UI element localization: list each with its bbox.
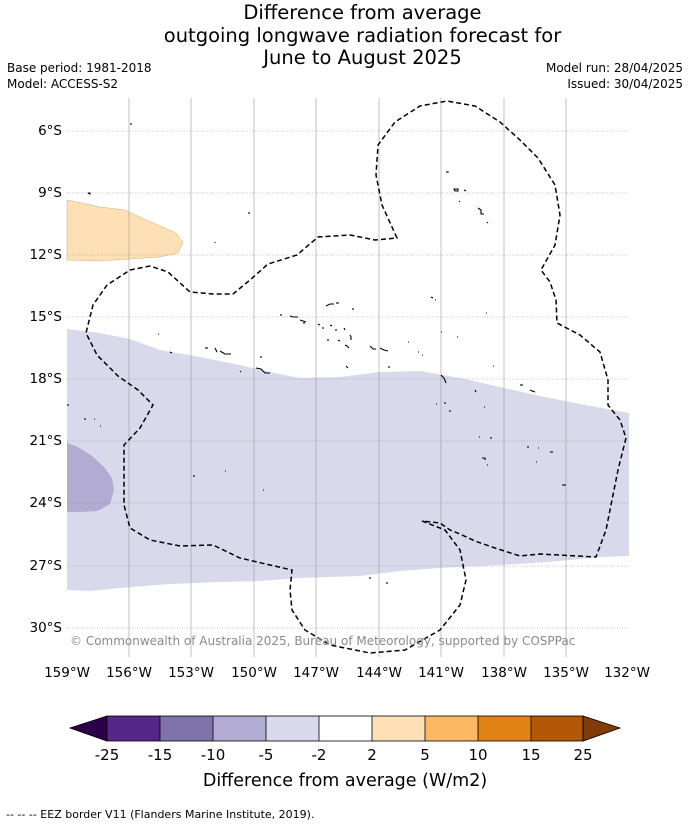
- colorbar-tick-4: -5: [258, 746, 274, 764]
- colorbar-bin-2: [160, 716, 213, 741]
- lon-label-153w: 153°W: [168, 665, 214, 681]
- colorbar-tick-2: -15: [147, 746, 173, 764]
- title-line-2: outgoing longwave radiation forecast for: [163, 23, 562, 47]
- colorbar-below-arrow: [68, 715, 108, 742]
- colorbar-bin-1: [107, 716, 160, 741]
- eez-border: [85, 100, 627, 654]
- colorbar-bin-7: [425, 716, 478, 741]
- weak-negative-anomaly: [67, 329, 629, 591]
- colorbar-tick-3: -10: [200, 746, 226, 764]
- colorbar-tick-5: -2: [311, 746, 327, 764]
- lon-label-147w: 147°W: [293, 665, 339, 681]
- model-name: Model: ACCESS-S2: [7, 77, 119, 91]
- lon-label-159w: 159°W: [44, 665, 90, 681]
- lon-label-135w: 135°W: [543, 665, 589, 681]
- colorbar-bin-8: [478, 716, 531, 741]
- lon-label-144w: 144°W: [356, 665, 402, 681]
- lat-label-12s: 12°S: [29, 247, 63, 263]
- title-line-3: June to August 2025: [263, 46, 462, 69]
- lon-label-138w: 138°W: [481, 665, 527, 681]
- eez-legend-footnote: -- -- -- EEZ border V11 (Flanders Marine…: [6, 808, 315, 821]
- colorbar-bin-3: [213, 716, 266, 741]
- lon-label-150w: 150°W: [231, 665, 277, 681]
- moderate-negative-anomaly: [67, 443, 114, 512]
- map-title: Difference from average outgoing longwav…: [0, 1, 690, 70]
- colorbar-bin-4: [266, 716, 319, 741]
- colorbar-bin-5: [319, 716, 372, 741]
- lat-label-6s: 6°S: [38, 123, 62, 139]
- colorbar-tick-10: 25: [573, 746, 593, 764]
- colorbar-tick-1: -25: [94, 746, 120, 764]
- colorbar-frame: [106, 715, 584, 742]
- meta-left: Base period: 1981-2018 Model: ACCESS-S2: [7, 60, 152, 92]
- lon-label-156w: 156°W: [106, 665, 152, 681]
- colorbar: [68, 715, 622, 742]
- meta-right: Model run: 28/04/2025 Issued: 30/04/2025: [546, 60, 683, 92]
- colorbar-dividers: [159, 716, 532, 741]
- colorbar-bin-6: [372, 716, 425, 741]
- lat-label-15s: 15°S: [29, 309, 63, 325]
- title-line-1: Difference from average: [243, 1, 482, 24]
- copyright-notice: © Commonwealth of Australia 2025, Bureau…: [70, 634, 576, 648]
- lat-label-18s: 18°S: [29, 371, 63, 387]
- weak-positive-anomaly: [66, 199, 184, 262]
- map-panel: [66, 98, 629, 657]
- colorbar-title: Difference from average (W/m2): [202, 771, 488, 791]
- colorbar-tick-7: 5: [420, 746, 430, 764]
- colorbar-tick-9: 15: [521, 746, 541, 764]
- colorbar-tick-6: 2: [367, 746, 377, 764]
- islands: [67, 123, 566, 584]
- colorbar-bin-9: [531, 716, 583, 741]
- base-period: Base period: 1981-2018: [7, 61, 152, 75]
- lat-label-30s: 30°S: [29, 620, 63, 636]
- issued-date: Issued: 30/04/2025: [567, 77, 683, 91]
- lat-label-24s: 24°S: [29, 495, 63, 511]
- colorbar-tick-8: 10: [468, 746, 488, 764]
- model-run: Model run: 28/04/2025: [545, 61, 683, 75]
- lat-label-21s: 21°S: [29, 433, 63, 449]
- lon-label-132w: 132°W: [604, 665, 650, 681]
- lat-label-27s: 27°S: [29, 558, 63, 574]
- gridlines: [67, 130, 629, 629]
- colorbar-above-arrow: [582, 715, 622, 742]
- lat-label-9s: 9°S: [38, 185, 62, 201]
- lon-label-141w: 141°W: [418, 665, 464, 681]
